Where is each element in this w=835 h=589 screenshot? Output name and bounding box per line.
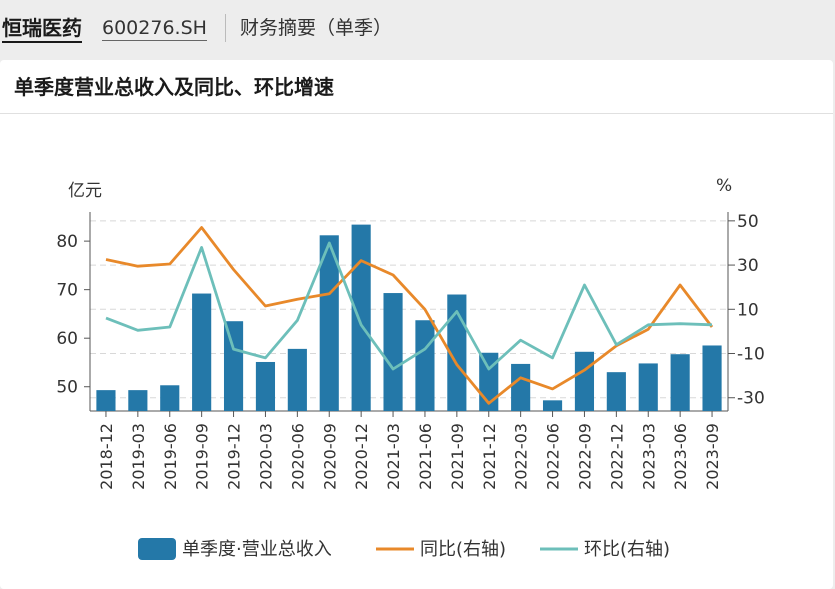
x-axis-tick-label: 2020-03 bbox=[256, 423, 275, 490]
revenue-bar bbox=[319, 235, 339, 411]
legend-qoq-label: 环比(右轴) bbox=[584, 539, 670, 560]
right-axis-tick-label: 10 bbox=[737, 300, 759, 320]
header-divider bbox=[225, 14, 226, 42]
x-axis-tick-label: 2021-09 bbox=[448, 423, 467, 490]
legend-revenue-swatch bbox=[138, 538, 176, 560]
left-axis-tick-label: 50 bbox=[56, 378, 78, 398]
x-axis-tick-label: 2023-06 bbox=[671, 423, 690, 490]
revenue-bar bbox=[351, 224, 371, 411]
revenue-bar bbox=[128, 390, 148, 411]
x-axis-tick-label: 2022-12 bbox=[607, 423, 626, 490]
x-axis-tick-label: 2021-06 bbox=[416, 423, 435, 490]
x-axis-tick-label: 2018-12 bbox=[97, 423, 116, 490]
revenue-bar bbox=[670, 354, 690, 411]
x-axis-tick-label: 2022-09 bbox=[575, 423, 594, 490]
company-name-link[interactable]: 恒瑞医药 bbox=[2, 15, 82, 43]
revenue-bar bbox=[223, 321, 244, 411]
right-axis-unit: % bbox=[716, 176, 733, 196]
revenue-bar bbox=[542, 400, 563, 411]
right-axis-tick-label: 30 bbox=[737, 256, 759, 276]
chart-title: 单季度营业总收入及同比、环比增速 bbox=[14, 75, 334, 99]
left-axis-tick-label: 80 bbox=[56, 232, 78, 252]
x-axis-tick-label: 2019-03 bbox=[129, 423, 148, 490]
x-axis-tick-label: 2020-12 bbox=[352, 423, 371, 490]
x-axis-tick-label: 2021-03 bbox=[384, 423, 403, 490]
right-axis-tick-label: -30 bbox=[737, 389, 765, 409]
revenue-bar bbox=[638, 363, 658, 411]
revenue-bar bbox=[192, 293, 212, 411]
x-axis-tick-label: 2019-06 bbox=[161, 423, 180, 490]
legend-yoy-label: 同比(右轴) bbox=[420, 539, 506, 560]
revenue-bar bbox=[511, 363, 531, 411]
x-axis-tick-label: 2022-03 bbox=[512, 423, 531, 490]
revenue-bar bbox=[574, 351, 595, 411]
right-axis-tick-label: 50 bbox=[737, 212, 759, 232]
revenue-bar bbox=[287, 348, 307, 411]
revenue-bar bbox=[702, 345, 722, 411]
page-header: 恒瑞医药 600276.SH 财务摘要（单季） bbox=[0, 0, 835, 56]
stock-code-link[interactable]: 600276.SH bbox=[102, 17, 207, 41]
x-axis-tick-label: 2020-06 bbox=[288, 423, 307, 490]
x-axis-tick-label: 2022-06 bbox=[544, 423, 563, 490]
revenue-bar bbox=[96, 390, 116, 411]
revenue-bar bbox=[606, 372, 626, 411]
revenue-bar bbox=[415, 320, 435, 411]
legend-revenue-label: 单季度·营业总收入 bbox=[182, 539, 332, 560]
right-axis-tick-label: -10 bbox=[737, 345, 765, 365]
left-axis-tick-label: 70 bbox=[56, 281, 78, 301]
x-axis-tick-label: 2021-12 bbox=[480, 423, 499, 490]
yoy-line bbox=[105, 226, 714, 405]
x-axis-tick-label: 2020-09 bbox=[320, 423, 339, 490]
x-axis-tick-label: 2019-12 bbox=[225, 423, 244, 490]
revenue-bar bbox=[447, 294, 467, 411]
section-title: 财务摘要（单季） bbox=[240, 17, 393, 39]
revenue-bar bbox=[383, 293, 403, 411]
x-axis-tick-label: 2023-03 bbox=[639, 423, 658, 490]
card-separator bbox=[0, 113, 833, 114]
left-axis-tick-label: 60 bbox=[56, 329, 78, 349]
x-axis-tick-label: 2019-09 bbox=[193, 423, 212, 490]
revenue-bar bbox=[160, 385, 180, 411]
left-axis-unit: 亿元 bbox=[68, 181, 102, 201]
qoq-line bbox=[105, 241, 713, 371]
x-axis-tick-label: 2023-09 bbox=[703, 423, 722, 490]
revenue-bar bbox=[255, 361, 276, 411]
